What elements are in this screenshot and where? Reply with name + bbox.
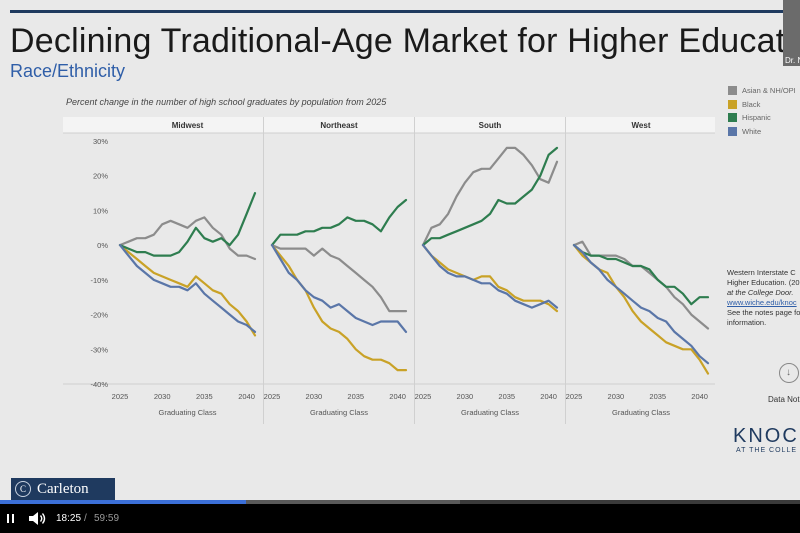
download-button[interactable] — [779, 363, 799, 383]
panel-title: Midwest — [172, 121, 204, 130]
series-line — [118, 216, 257, 261]
legend-swatch — [728, 99, 737, 109]
time-separator: / — [84, 513, 87, 524]
x-tick-label: 2040 — [389, 392, 406, 401]
x-tick-label: 2040 — [238, 392, 255, 401]
carleton-logo: C Carleton — [11, 478, 115, 500]
data-notes-label: Data Not — [768, 395, 800, 404]
played-range — [0, 500, 246, 504]
x-tick-label: 2025 — [112, 392, 129, 401]
series-line — [270, 244, 408, 313]
y-tick-label: -10% — [90, 276, 108, 285]
y-tick-label: 0% — [97, 241, 108, 250]
x-tick-label: 2025 — [264, 392, 281, 401]
knocking-logo: KNOCK — [733, 425, 800, 447]
legend-swatch — [728, 126, 737, 136]
panel-title: Northeast — [320, 121, 358, 130]
x-axis-label: Graduating Class — [310, 408, 368, 417]
source-note: Western Interstate C Higher Education. (… — [727, 268, 800, 328]
series-line — [270, 198, 408, 247]
y-tick-label: 30% — [93, 137, 108, 146]
source-line: information. — [727, 318, 767, 327]
legend-swatch — [728, 113, 737, 123]
legend-item: White — [728, 125, 796, 139]
y-tick-label: 20% — [93, 172, 108, 181]
download-icon: ↓ — [786, 367, 791, 378]
slide-subtitle: Race/Ethnicity — [10, 61, 126, 81]
series-line — [421, 146, 559, 247]
y-tick-label: -40% — [90, 380, 108, 389]
x-tick-label: 2025 — [415, 392, 432, 401]
knocking-logo-subtitle: AT THE COLLE — [736, 447, 798, 454]
y-tick-label: 10% — [93, 206, 108, 215]
panel-title: West — [632, 121, 651, 130]
series-line — [118, 244, 257, 333]
chart-title: Percent change in the number of high sch… — [66, 97, 387, 107]
pause-icon[interactable] — [4, 513, 18, 525]
presenter-video-thumbnail[interactable] — [783, 0, 800, 66]
series-line — [118, 244, 257, 337]
series-line — [421, 244, 559, 309]
series-line — [572, 244, 710, 365]
x-tick-label: 2035 — [649, 392, 666, 401]
legend-label: Black — [742, 99, 761, 109]
duration: 59:59 — [94, 513, 120, 524]
x-axis-label: Graduating Class — [159, 408, 217, 417]
series-line — [270, 244, 408, 372]
chart-legend: Asian & NH/OPI Black Hispanic White — [728, 84, 796, 138]
carleton-logo-text: Carleton — [37, 480, 89, 497]
panel-title: South — [479, 121, 502, 130]
legend-item: Hispanic — [728, 111, 796, 125]
current-time: 18:25 — [56, 513, 82, 524]
legend-item: Asian & NH/OPI — [728, 84, 796, 98]
x-axis-label: Graduating Class — [461, 408, 519, 417]
y-tick-label: -20% — [90, 311, 108, 320]
source-line: Western Interstate C — [727, 268, 796, 277]
y-tick-label: -30% — [90, 345, 108, 354]
series-line — [572, 244, 710, 306]
legend-label: Asian & NH/OPI — [742, 86, 796, 96]
presentation-slide: Declining Traditional-Age Market for Hig… — [0, 0, 800, 500]
legend-label: Hispanic — [742, 113, 771, 123]
x-tick-label: 2035 — [347, 392, 364, 401]
volume-icon[interactable] — [28, 511, 48, 526]
source-line: See the notes page fo — [727, 308, 800, 317]
x-tick-label: 2030 — [457, 392, 474, 401]
slide-top-rule — [10, 10, 800, 13]
series-line — [421, 244, 559, 313]
slide-title: Declining Traditional-Age Market for Hig… — [10, 22, 794, 60]
x-tick-label: 2040 — [540, 392, 557, 401]
x-tick-label: 2030 — [154, 392, 171, 401]
x-tick-label: 2025 — [566, 392, 583, 401]
series-line — [118, 192, 257, 257]
video-progress-bar[interactable] — [0, 500, 800, 504]
legend-label: White — [742, 126, 762, 136]
source-line: at the College Door. — [727, 288, 794, 297]
x-tick-label: 2030 — [306, 392, 323, 401]
x-tick-label: 2040 — [691, 392, 708, 401]
series-line — [421, 146, 559, 247]
source-link[interactable]: www.wiche.edu/knoc — [727, 298, 797, 307]
legend-swatch — [728, 86, 737, 96]
legend-item: Black — [728, 98, 796, 112]
player-controls: 18:25 / 59:59 — [0, 504, 800, 533]
source-line: Higher Education. (20 — [727, 278, 800, 287]
x-tick-label: 2035 — [196, 392, 213, 401]
x-tick-label: 2030 — [608, 392, 625, 401]
seal-icon: C — [15, 481, 31, 497]
x-axis-label: Graduating Class — [612, 408, 670, 417]
presenter-name-label: Dr. N — [785, 56, 800, 65]
series-line — [270, 244, 408, 333]
line-chart: Percent change in the number of high sch… — [63, 97, 715, 424]
panel-header-band — [63, 117, 715, 133]
x-tick-label: 2035 — [498, 392, 515, 401]
